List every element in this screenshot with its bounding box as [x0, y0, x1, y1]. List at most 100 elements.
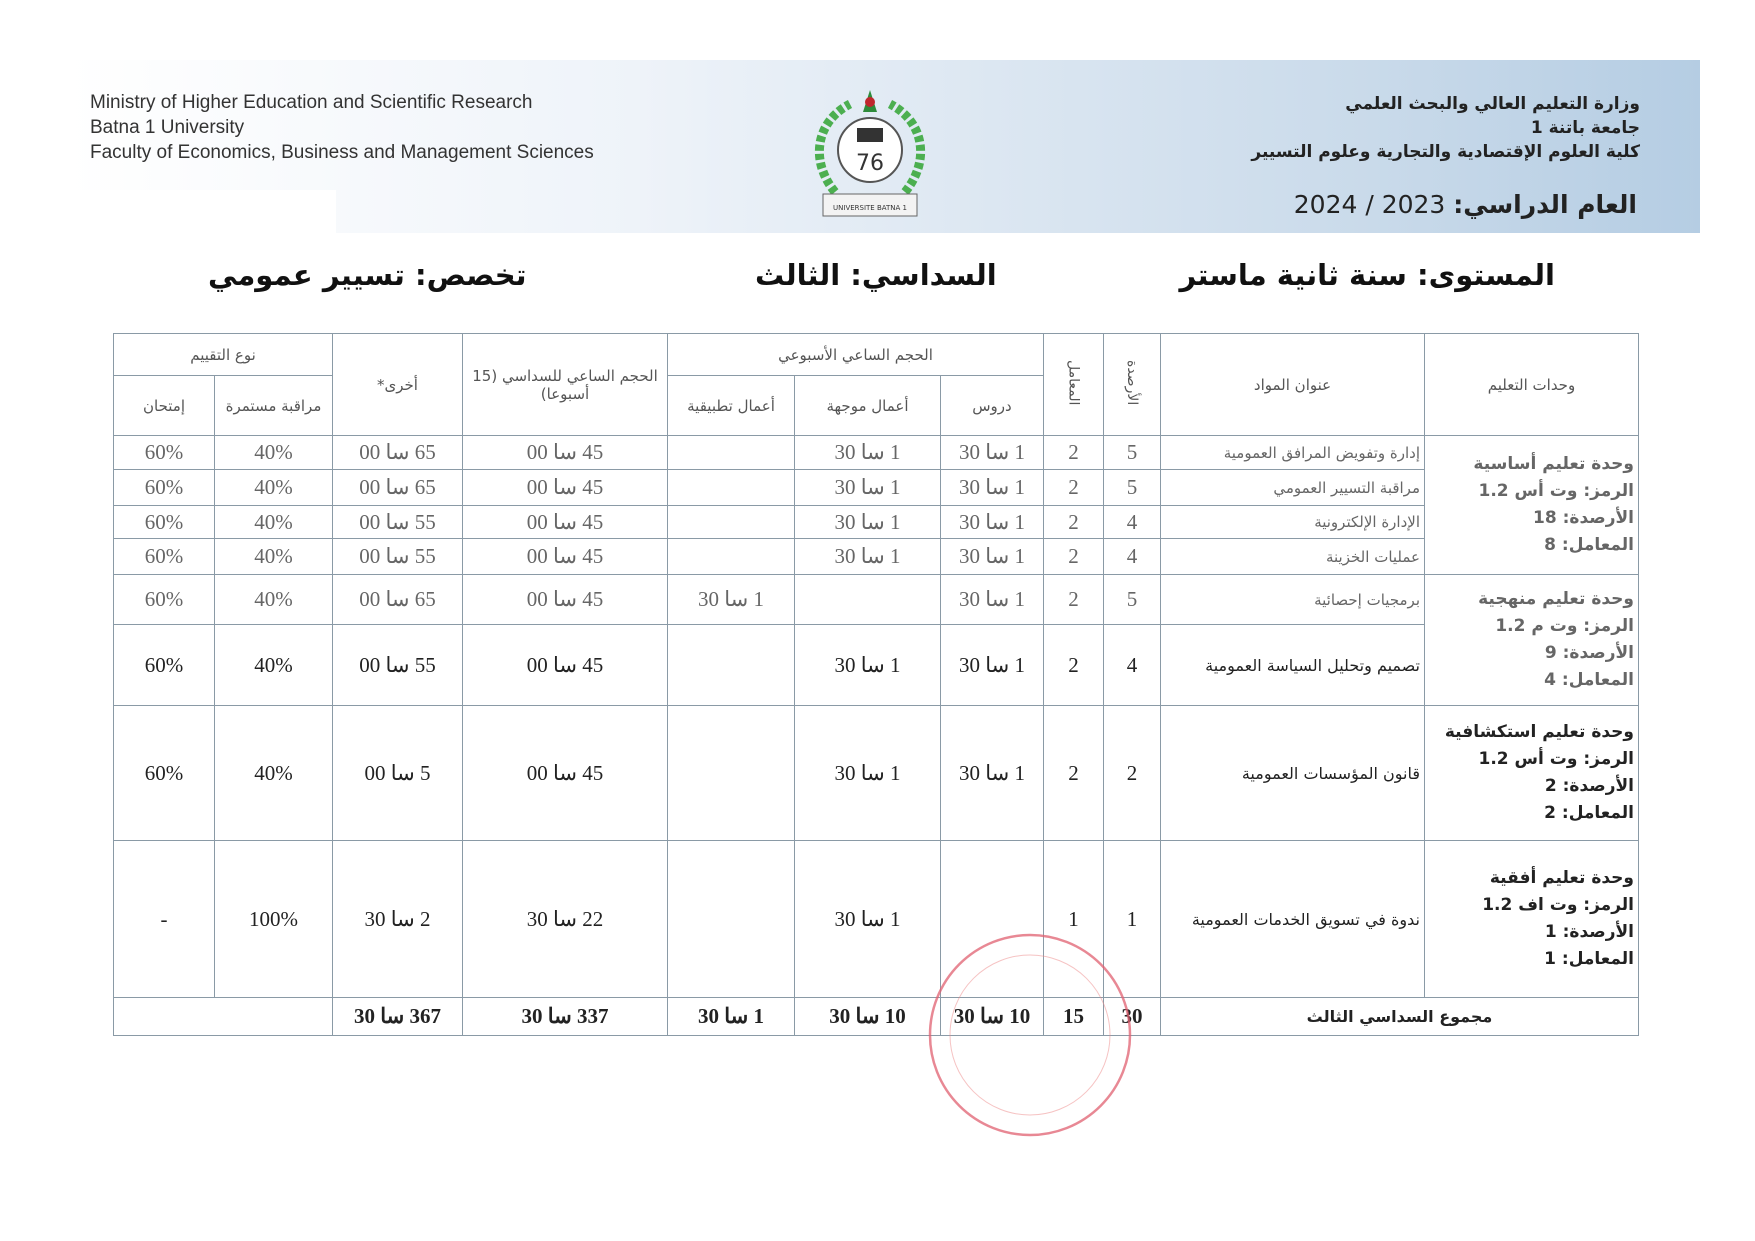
unit-cell: وحدة تعليم منهجية الرمز: وت م 1.2 الأرصدة:… — [1424, 574, 1639, 706]
total-other: 367 سا 30 — [332, 997, 463, 1036]
subject-cell: برمجيات إحصائية — [1160, 574, 1425, 625]
lectures-cell: 1 سا 30 — [940, 705, 1044, 841]
unit-name: وحدة تعليم منهجية — [1478, 589, 1634, 609]
academic-year-value: 2024 / 2023 — [1293, 190, 1446, 219]
header-notch — [68, 190, 336, 235]
credits-cell: 4 — [1103, 538, 1161, 575]
exam-cell: 60% — [113, 624, 215, 706]
coefficient-cell: 2 — [1043, 705, 1104, 841]
continuous-cell: 40% — [214, 624, 333, 706]
lectures-cell: 1 سا 30 — [940, 574, 1044, 625]
header-credits-text: الأرصدة — [1124, 359, 1140, 406]
other-cell: 65 سا 00 — [332, 574, 463, 625]
tp-cell: 1 سا 30 — [667, 574, 795, 625]
header-english: Ministry of Higher Education and Scienti… — [90, 90, 594, 165]
svg-text:76: 76 — [856, 151, 884, 176]
credits-cell: 5 — [1103, 574, 1161, 625]
unit-coef: المعامل: 8 — [1544, 535, 1634, 555]
coefficient-cell: 2 — [1043, 435, 1104, 470]
lectures-cell: 1 سا 30 — [940, 624, 1044, 706]
header-other: أخرى* — [332, 333, 463, 436]
header-semester-hours: الحجم الساعي للسداسي (15 أسبوعا) — [462, 333, 668, 436]
unit-coef: المعامل: 1 — [1544, 949, 1634, 969]
tp-cell — [667, 505, 795, 539]
continuous-cell: 40% — [214, 435, 333, 470]
unit-credits: الأرصدة: 2 — [1544, 776, 1634, 796]
unit-code: الرمز: وت أس 1.2 — [1478, 481, 1635, 501]
faculty-ar: كلية العلوم الإقتصادية والتجارية وعلوم ا… — [1251, 142, 1640, 162]
total-coef: 15 — [1043, 997, 1104, 1036]
continuous-cell: 40% — [214, 574, 333, 625]
semester-hours-cell: 45 سا 00 — [462, 469, 668, 506]
header-lectures: دروس — [940, 375, 1044, 436]
exam-cell: 60% — [113, 469, 215, 506]
lectures-cell — [940, 840, 1044, 998]
table-row: الإدارة الإلكترونية 4 2 1 سا 30 1 سا 30 45 سا… — [113, 505, 1639, 539]
unit-name: وحدة تعليم استكشافية — [1444, 722, 1634, 742]
unit-code: الرمز: وت م 1.2 — [1495, 616, 1634, 636]
curriculum-table: وحدات التعليم عنوان المواد الأرصدة المعا… — [113, 333, 1639, 1036]
subject-cell: ندوة في تسويق الخدمات العمومية — [1160, 840, 1425, 998]
total-row: مجموع السداسي الثالث 30 15 10 سا 30 10 سا 30… — [113, 997, 1639, 1036]
header-credits: الأرصدة — [1103, 333, 1161, 436]
header-td: أعمال موجهة — [794, 375, 941, 436]
subject-cell: قانون المؤسسات العمومية — [1160, 705, 1425, 841]
subject-cell: عمليات الخزينة — [1160, 538, 1425, 575]
table-row: وحدة تعليم منهجية الرمز: وت م 1.2 الأرصدة:… — [113, 574, 1639, 706]
header-tp: أعمال تطبيقية — [667, 375, 795, 436]
other-cell: 55 سا 00 — [332, 624, 463, 706]
table-row: عمليات الخزينة 4 2 1 سا 30 1 سا 30 45 سا 00 55… — [113, 538, 1639, 575]
td-cell: 1 سا 30 — [794, 469, 941, 506]
ministry-en: Ministry of Higher Education and Scienti… — [90, 92, 533, 113]
tp-cell — [667, 840, 795, 998]
continuous-cell: 40% — [214, 469, 333, 506]
unit-code: الرمز: وت أس 1.2 — [1478, 749, 1635, 769]
unit-cell: وحدة تعليم استكشافية الرمز: وت أس 1.2 الأر… — [1424, 705, 1639, 841]
specialty-label: تخصص: تسيير عمومي — [208, 258, 527, 292]
other-cell: 65 سا 00 — [332, 435, 463, 470]
other-cell: 55 سا 00 — [332, 538, 463, 575]
coefficient-cell: 2 — [1043, 624, 1104, 706]
subject-cell: الإدارة الإلكترونية — [1160, 505, 1425, 539]
tp-cell — [667, 469, 795, 506]
svg-text:UNIVERSITE BATNA 1: UNIVERSITE BATNA 1 — [833, 204, 907, 212]
coefficient-cell: 2 — [1043, 574, 1104, 625]
header-evaluation: نوع التقييم — [113, 333, 333, 376]
td-cell: 1 سا 30 — [794, 435, 941, 470]
total-credits: 30 — [1103, 997, 1161, 1036]
semester-hours-cell: 45 سا 00 — [462, 538, 668, 575]
semester-hours-cell: 45 سا 00 — [462, 505, 668, 539]
header-weekly: الحجم الساعي الأسبوعي — [667, 333, 1044, 376]
level-label: المستوى: سنة ثانية ماستر — [1179, 258, 1555, 292]
header-units: وحدات التعليم — [1424, 333, 1639, 436]
exam-cell: 60% — [113, 435, 215, 470]
university-logo: 76 UNIVERSITE BATNA 1 — [815, 90, 925, 217]
total-semester: 337 سا 30 — [462, 997, 668, 1036]
total-label: مجموع السداسي الثالث — [1160, 997, 1639, 1036]
total-tp: 1 سا 30 — [667, 997, 795, 1036]
continuous-cell: 40% — [214, 538, 333, 575]
table-row: مراقبة التسيير العمومي 5 2 1 سا 30 1 سا 30 45… — [113, 469, 1639, 506]
other-cell: 55 سا 00 — [332, 505, 463, 539]
unit-credits: الأرصدة: 1 — [1544, 922, 1634, 942]
subject-cell: مراقبة التسيير العمومي — [1160, 469, 1425, 506]
total-lectures: 10 سا 30 — [940, 997, 1044, 1036]
academic-year-label: العام الدراسي: — [1453, 190, 1637, 219]
other-cell: 65 سا 00 — [332, 469, 463, 506]
continuous-cell: 100% — [214, 840, 333, 998]
semester-label: السداسي: الثالث — [755, 258, 997, 292]
td-cell: 1 سا 30 — [794, 505, 941, 539]
coefficient-cell: 2 — [1043, 469, 1104, 506]
coefficient-cell: 1 — [1043, 840, 1104, 998]
ministry-ar: وزارة التعليم العالي والبحث العلمي — [1345, 94, 1640, 114]
unit-name: وحدة تعليم أساسية — [1473, 454, 1634, 474]
lectures-cell: 1 سا 30 — [940, 435, 1044, 470]
total-evaluation-empty — [113, 997, 333, 1036]
continuous-cell: 40% — [214, 705, 333, 841]
table-row: وحدة تعليم أساسية الرمز: وت أس 1.2 الأرصدة… — [113, 435, 1639, 575]
university-ar: جامعة باتنة 1 — [1530, 118, 1640, 138]
unit-credits: الأرصدة: 9 — [1544, 643, 1634, 663]
subject-cell: تصميم وتحليل السياسة العمومية — [1160, 624, 1425, 706]
header-subject: عنوان المواد — [1160, 333, 1425, 436]
credits-cell: 5 — [1103, 435, 1161, 470]
